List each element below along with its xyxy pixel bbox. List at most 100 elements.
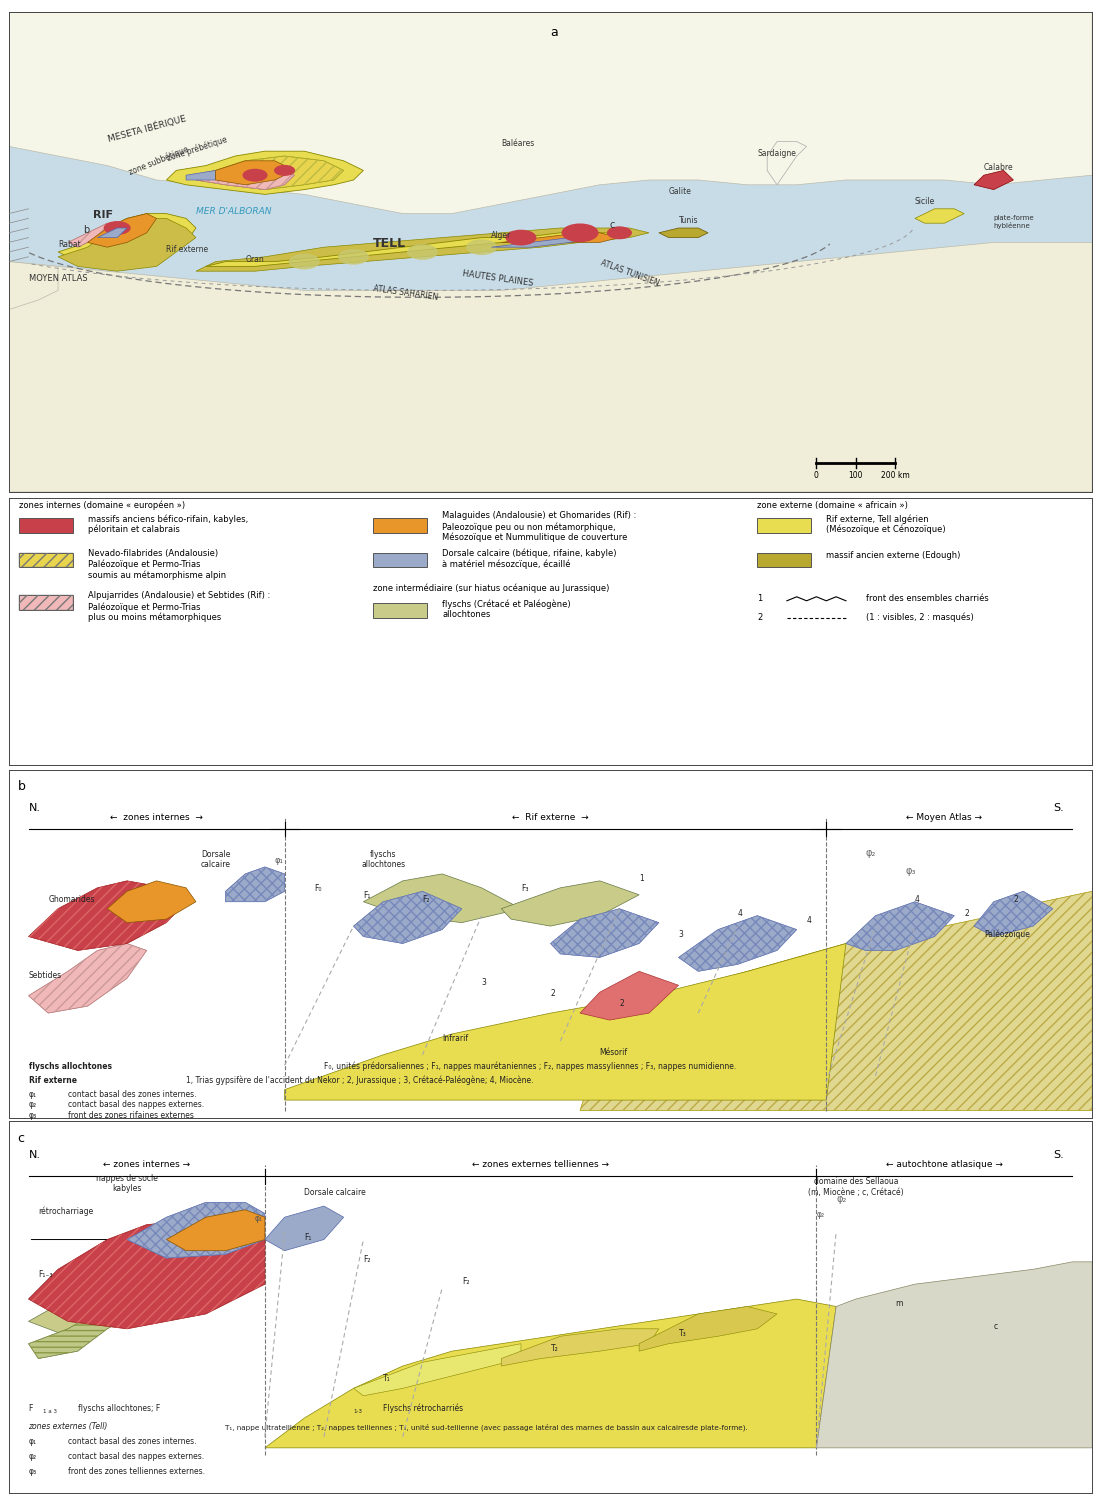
Text: Mésozoïque et Nummulitique de couverture: Mésozoïque et Nummulitique de couverture (443, 532, 628, 542)
Text: contact basal des nappes externes.: contact basal des nappes externes. (68, 1452, 204, 1461)
Polygon shape (58, 213, 196, 267)
Text: φ₂: φ₂ (29, 1100, 36, 1108)
Text: N.: N. (29, 804, 41, 813)
Polygon shape (29, 944, 146, 1012)
Polygon shape (846, 902, 955, 951)
Polygon shape (88, 213, 156, 248)
Polygon shape (127, 1203, 265, 1258)
Text: T₂: T₂ (550, 1344, 558, 1353)
Circle shape (467, 240, 497, 255)
Text: F₂: F₂ (363, 1256, 371, 1264)
Polygon shape (29, 880, 186, 951)
Polygon shape (678, 915, 797, 972)
Polygon shape (640, 1306, 777, 1352)
Text: 1: 1 (640, 874, 644, 884)
Text: c: c (994, 1322, 998, 1330)
Polygon shape (29, 1299, 146, 1359)
FancyBboxPatch shape (373, 603, 427, 618)
Text: ←  zones internes  →: ← zones internes → (110, 813, 203, 822)
FancyBboxPatch shape (373, 518, 427, 532)
Text: Paléozoïque et Permo-Trias: Paléozoïque et Permo-Trias (88, 560, 200, 568)
Text: S.: S. (1053, 804, 1064, 813)
Polygon shape (550, 909, 658, 957)
Text: φ₂: φ₂ (836, 1194, 847, 1204)
Text: F₀, unités prédorsaliennes ; F₁, nappes maurétaniennes ; F₂, nappes massyliennes: F₀, unités prédorsaliennes ; F₁, nappes … (324, 1062, 737, 1071)
Text: 1: 1 (757, 594, 763, 603)
Text: contact basal des zones internes.: contact basal des zones internes. (68, 1089, 196, 1098)
Text: (1 : visibles, 2 : masqués): (1 : visibles, 2 : masqués) (865, 614, 973, 622)
Text: ATLAS SAHARIEN: ATLAS SAHARIEN (373, 284, 439, 302)
Text: b: b (83, 225, 89, 236)
Text: nappes de socle
kabyles: nappes de socle kabyles (96, 1174, 157, 1192)
Text: MER D'ALBORAN: MER D'ALBORAN (196, 207, 272, 216)
Text: front des zones rifaines externes: front des zones rifaines externes (68, 1110, 194, 1119)
Text: ← zones externes telliennes →: ← zones externes telliennes → (472, 1160, 609, 1168)
FancyBboxPatch shape (19, 518, 73, 532)
Circle shape (563, 224, 598, 242)
Text: c: c (610, 220, 615, 230)
Text: 100: 100 (849, 471, 863, 480)
Circle shape (506, 231, 536, 244)
Text: Rabat: Rabat (58, 240, 80, 249)
Polygon shape (196, 156, 344, 189)
Text: Rif externe: Rif externe (29, 1076, 76, 1084)
Text: F₃: F₃ (521, 885, 528, 894)
Text: 2: 2 (757, 614, 763, 622)
Circle shape (407, 244, 437, 260)
Text: Nevado-filabrides (Andalousie): Nevado-filabrides (Andalousie) (88, 549, 218, 558)
Polygon shape (501, 1329, 658, 1366)
Text: T₁: T₁ (383, 1374, 391, 1383)
Polygon shape (58, 219, 196, 272)
Polygon shape (107, 880, 196, 922)
Text: Ghomarides: Ghomarides (48, 894, 95, 903)
Text: flyschs
allochtones: flyschs allochtones (361, 849, 405, 868)
Text: F₂: F₂ (461, 1276, 469, 1286)
Text: φ₂: φ₂ (865, 849, 876, 858)
Text: à matériel mésozcïque, écaillé: à matériel mésozcïque, écaillé (443, 560, 570, 568)
Polygon shape (166, 152, 363, 195)
Text: φ₂: φ₂ (29, 1452, 36, 1461)
Text: flyschs allochtones: flyschs allochtones (29, 1062, 111, 1071)
Text: T₃: T₃ (678, 1329, 686, 1338)
Text: F₁₋₃: F₁₋₃ (39, 1269, 53, 1278)
Polygon shape (68, 224, 117, 248)
Text: ← Moyen Atlas →: ← Moyen Atlas → (906, 813, 982, 822)
Text: Sardaigne: Sardaigne (757, 148, 796, 158)
Text: F: F (29, 1404, 33, 1413)
Text: Sicile: Sicile (915, 196, 935, 206)
Text: Malaguides (Andalousie) et Ghomarides (Rif) :: Malaguides (Andalousie) et Ghomarides (R… (443, 512, 636, 520)
Text: 200 km: 200 km (881, 471, 909, 480)
Text: φ₃: φ₃ (29, 1467, 36, 1476)
Text: 0: 0 (814, 471, 819, 480)
Text: Rif externe: Rif externe (166, 244, 208, 254)
Text: massifs anciens béfico-rifain, kabyles,: massifs anciens béfico-rifain, kabyles, (88, 514, 248, 523)
Text: allochtones: allochtones (443, 610, 491, 620)
Text: Baléares: Baléares (501, 140, 534, 148)
FancyBboxPatch shape (373, 552, 427, 567)
Text: N.: N. (29, 1149, 41, 1160)
Text: φ₂: φ₂ (817, 1210, 825, 1219)
Text: Dorsale
calcaire: Dorsale calcaire (200, 849, 230, 868)
Text: front des zones telliennes externes.: front des zones telliennes externes. (68, 1467, 205, 1476)
Text: 4: 4 (915, 894, 919, 903)
FancyBboxPatch shape (757, 552, 811, 567)
Polygon shape (915, 209, 964, 224)
Text: zones externes (Tell): zones externes (Tell) (29, 1422, 108, 1431)
Text: Mésorif: Mésorif (600, 1048, 628, 1058)
Polygon shape (29, 1262, 166, 1336)
Text: plate-forme
hybléenne: plate-forme hybléenne (994, 214, 1034, 230)
FancyBboxPatch shape (19, 552, 73, 567)
Text: 3: 3 (678, 930, 684, 939)
Polygon shape (580, 891, 1092, 1110)
Polygon shape (186, 171, 216, 180)
Polygon shape (9, 12, 1092, 213)
Circle shape (339, 249, 369, 264)
Text: front des ensembles charriés: front des ensembles charriés (865, 594, 989, 603)
Polygon shape (284, 944, 846, 1100)
Text: zone intermédiaire (sur hiatus océanique au Jurassique): zone intermédiaire (sur hiatus océanique… (373, 584, 610, 592)
Polygon shape (974, 171, 1013, 189)
FancyBboxPatch shape (19, 596, 73, 610)
Polygon shape (226, 867, 284, 901)
Polygon shape (767, 141, 807, 184)
Text: 2: 2 (964, 909, 969, 918)
